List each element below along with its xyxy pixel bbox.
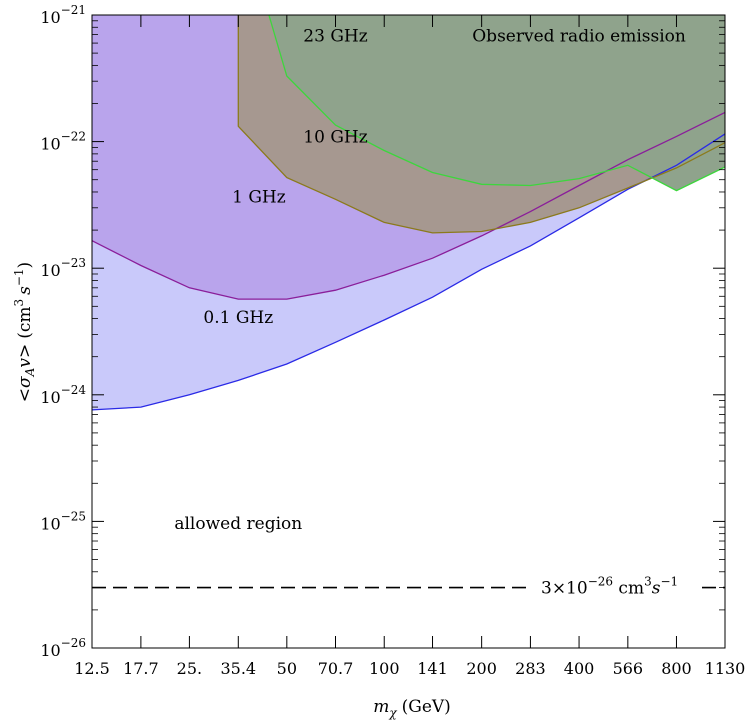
label-observed: Observed radio emission: [472, 26, 686, 46]
y-tick-label: 10−24: [40, 383, 86, 407]
x-tick-label: 12.5: [74, 659, 110, 678]
x-tick-label: 283: [515, 659, 546, 678]
x-tick-label: 800: [661, 659, 692, 678]
y-tick-label: 10−23: [40, 256, 86, 280]
y-tick-label: 10−22: [40, 130, 86, 154]
x-tick-label: 17.7: [123, 659, 159, 678]
x-tick-label: 70.7: [318, 659, 354, 678]
label-1ghz: 1 GHz: [232, 188, 286, 208]
line-1ghz: [91, 111, 726, 300]
x-tick-label: 400: [564, 659, 595, 678]
plot-frame: [91, 14, 726, 649]
x-axis-ticks: 12.5 17.7 25. 35.4 50 70.7 100 141 200 283 400 566 8…: [74, 15, 745, 678]
region-fills: [92, 15, 726, 410]
region-labels: 23 GHz Observed radio emission 10 GHz 1 GHz…: [174, 26, 686, 534]
y-tick-label: 10−25: [40, 509, 86, 533]
line-23ghz: [268, 14, 726, 192]
x-tick-label: 141: [417, 659, 448, 678]
y-axis-label: <σAv>(cm3s−1): [12, 262, 37, 402]
y-tick-label: 10−26: [40, 636, 86, 660]
line-01ghz: [91, 133, 726, 411]
y-tick-label: 10−21: [40, 3, 86, 27]
x-tick-label: 566: [613, 659, 644, 678]
x-axis-label: mχ (GeV): [373, 697, 451, 720]
region-boundaries: [91, 14, 726, 411]
x-tick-label: 50: [277, 659, 297, 678]
x-tick-label: 35.4: [220, 659, 256, 678]
reference-line-group: 3×10−26 cm3s−1: [92, 575, 725, 599]
x-tick-label: 1130: [705, 659, 746, 678]
label-allowed: allowed region: [174, 514, 302, 534]
label-23ghz: 23 GHz: [303, 26, 367, 46]
fill-23ghz: [268, 15, 725, 191]
x-tick-label: 100: [369, 659, 400, 678]
x-tick-label: 200: [466, 659, 497, 678]
line-10ghz: [237, 15, 726, 234]
x-tick-label: 25.: [177, 659, 202, 678]
y-axis-ticks: 10−26 10−25 10−24 10−23 10−22 10−21: [40, 3, 725, 660]
reference-line-label: 3×10−26 cm3s−1: [541, 575, 678, 599]
label-01ghz: 0.1 GHz: [203, 308, 273, 328]
label-10ghz: 10 GHz: [303, 128, 367, 148]
